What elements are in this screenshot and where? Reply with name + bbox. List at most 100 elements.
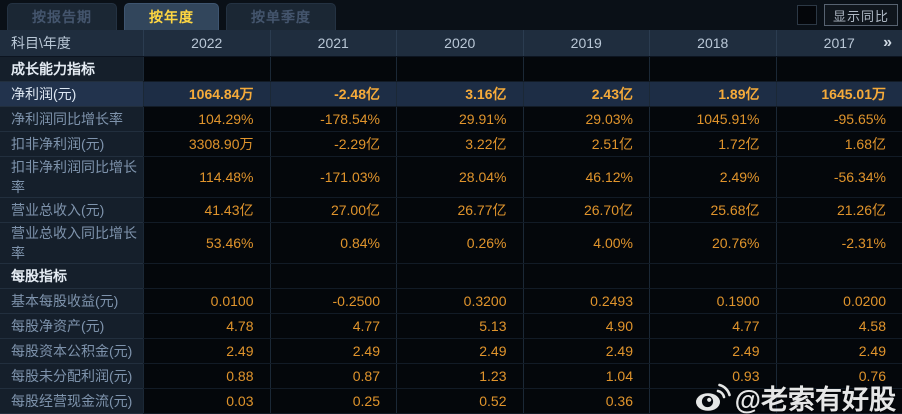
- row-label: 每股指标: [0, 264, 143, 289]
- tab-by-report-period[interactable]: 按报告期: [7, 3, 117, 30]
- table-row[interactable]: 每股经营现金流(元) 0.03 0.25 0.52 0.36: [0, 389, 902, 414]
- value-cell: 0.93: [649, 364, 776, 388]
- value-cell: 2.49: [143, 339, 270, 363]
- table-corner-label: 科目\年度: [11, 35, 71, 51]
- value-cell: [649, 389, 776, 413]
- value-cell: -178.54%: [269, 107, 396, 131]
- value-cell: [522, 264, 649, 288]
- value-cell: [649, 264, 776, 288]
- value-cell: [269, 57, 396, 81]
- value-cell: 4.77: [269, 314, 396, 338]
- value-cell: 114.48%: [143, 157, 270, 197]
- value-cell: 2.49: [649, 339, 776, 363]
- value-cell: 1045.91%: [649, 107, 776, 131]
- value-cell: 4.77: [649, 314, 776, 338]
- row-label: 每股净资产(元): [0, 314, 143, 339]
- value-cell: -95.65%: [775, 107, 902, 131]
- value-cell: 28.04%: [396, 157, 523, 197]
- year-label: 2020: [444, 35, 476, 51]
- value-cell: -56.34%: [775, 157, 902, 197]
- value-cell: [522, 57, 649, 81]
- row-label: 每股未分配利润(元): [0, 364, 143, 389]
- show-yoy-label[interactable]: 显示同比: [823, 4, 898, 26]
- value-cell: 0.88: [143, 364, 270, 388]
- value-cell: 4.00%: [522, 223, 649, 263]
- value-cell: [396, 264, 523, 288]
- row-label: 扣非净利润同比增长率: [0, 157, 143, 198]
- value-cell: -2.29亿: [269, 132, 396, 156]
- value-cell: -2.48亿: [269, 82, 396, 106]
- value-cell: 1.68亿: [775, 132, 902, 156]
- value-cell: [649, 57, 776, 81]
- row-label: 每股资本公积金(元): [0, 339, 143, 364]
- table-row[interactable]: 扣非净利润(元) 3308.90万 -2.29亿 3.22亿 2.51亿 1.72亿 1.6…: [0, 132, 902, 157]
- table-row[interactable]: 净利润同比增长率 104.29% -178.54% 29.91% 29.03% 1045.…: [0, 107, 902, 132]
- value-cell: 3308.90万: [143, 132, 270, 156]
- value-cell: [143, 264, 270, 288]
- value-cell: 26.70亿: [522, 198, 649, 222]
- year-label: 2019: [570, 35, 602, 51]
- row-label: 净利润同比增长率: [0, 107, 143, 132]
- value-cell: 0.25: [269, 389, 396, 413]
- year-label: 2022: [191, 35, 223, 51]
- value-cell: 1.89亿: [649, 82, 776, 106]
- value-cell: 0.87: [269, 364, 396, 388]
- tab-by-single-quarter[interactable]: 按单季度: [226, 3, 336, 30]
- tab-by-year[interactable]: 按年度: [124, 3, 219, 30]
- value-cell: 5.13: [396, 314, 523, 338]
- show-yoy-checkbox[interactable]: [796, 5, 817, 25]
- table-header-row: 科目\年度 2022 2021 2020 2019 2018 2017 »: [0, 30, 902, 57]
- value-cell: -171.03%: [269, 157, 396, 197]
- value-cell: [396, 57, 523, 81]
- value-cell: 46.12%: [522, 157, 649, 197]
- value-cell: 2.49: [269, 339, 396, 363]
- section-header-row[interactable]: 每股指标: [0, 264, 902, 289]
- table-row[interactable]: 营业总收入同比增长率 53.46% 0.84% 0.26% 4.00% 20.76% -2.…: [0, 223, 902, 264]
- row-label: 营业总收入同比增长率: [0, 223, 143, 264]
- value-cell: 0.26%: [396, 223, 523, 263]
- value-cell: 0.36: [522, 389, 649, 413]
- value-cell: 0.76: [775, 364, 902, 388]
- section-header-row[interactable]: 成长能力指标: [0, 57, 902, 82]
- table-row[interactable]: 扣非净利润同比增长率 114.48% -171.03% 28.04% 46.12% 2.4…: [0, 157, 902, 198]
- value-cell: 2.51亿: [522, 132, 649, 156]
- value-cell: 53.46%: [143, 223, 270, 263]
- year-column-header: 2019: [522, 30, 650, 56]
- year-column-header: 2020: [396, 30, 523, 56]
- table-row[interactable]: 营业总收入(元) 41.43亿 27.00亿 26.77亿 26.70亿 25.68亿 21…: [0, 198, 902, 223]
- year-label: 2021: [317, 35, 349, 51]
- value-cell: 0.03: [143, 389, 270, 413]
- value-cell: 4.90: [522, 314, 649, 338]
- value-cell: 0.1900: [649, 289, 776, 313]
- value-cell: [775, 264, 902, 288]
- value-cell: [775, 389, 902, 413]
- row-label: 营业总收入(元): [0, 198, 143, 223]
- year-column-header: 2022: [143, 30, 270, 56]
- show-yoy-control: 显示同比: [796, 4, 898, 26]
- table-row[interactable]: 每股净资产(元) 4.78 4.77 5.13 4.90 4.77 4.58: [0, 314, 902, 339]
- value-cell: 3.22亿: [396, 132, 523, 156]
- value-cell: 41.43亿: [143, 198, 270, 222]
- table-row[interactable]: 每股资本公积金(元) 2.49 2.49 2.49 2.49 2.49 2.49: [0, 339, 902, 364]
- table-row[interactable]: 基本每股收益(元) 0.0100 -0.2500 0.3200 0.2493 0.1900…: [0, 289, 902, 314]
- value-cell: 1645.01万: [775, 82, 902, 106]
- value-cell: 0.52: [396, 389, 523, 413]
- value-cell: 0.3200: [396, 289, 523, 313]
- value-cell: 26.77亿: [396, 198, 523, 222]
- row-label: 基本每股收益(元): [0, 289, 143, 314]
- value-cell: 25.68亿: [649, 198, 776, 222]
- value-cell: 3.16亿: [396, 82, 523, 106]
- value-cell: -0.2500: [269, 289, 396, 313]
- value-cell: 21.26亿: [775, 198, 902, 222]
- year-column-header: 2017 »: [775, 30, 902, 56]
- value-cell: [269, 264, 396, 288]
- value-cell: 1.23: [396, 364, 523, 388]
- table-row[interactable]: 每股未分配利润(元) 0.88 0.87 1.23 1.04 0.93 0.76: [0, 364, 902, 389]
- more-years-icon[interactable]: »: [883, 34, 892, 51]
- row-label: 成长能力指标: [0, 57, 143, 82]
- table-row[interactable]: 净利润(元) 1064.84万 -2.48亿 3.16亿 2.43亿 1.89亿 1645.…: [0, 82, 902, 107]
- year-label: 2018: [697, 35, 729, 51]
- value-cell: -2.31%: [775, 223, 902, 263]
- value-cell: 2.49: [522, 339, 649, 363]
